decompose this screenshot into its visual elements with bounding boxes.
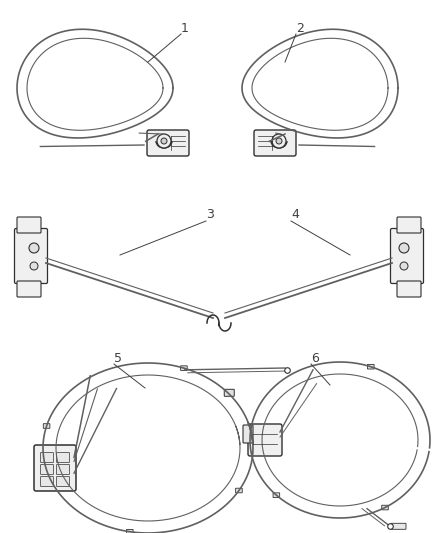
Text: 6: 6 — [311, 351, 319, 365]
Text: 1: 1 — [181, 21, 189, 35]
FancyBboxPatch shape — [397, 281, 421, 297]
FancyBboxPatch shape — [57, 453, 70, 463]
FancyBboxPatch shape — [391, 523, 406, 529]
FancyBboxPatch shape — [273, 493, 279, 497]
Circle shape — [399, 243, 409, 253]
FancyBboxPatch shape — [391, 229, 424, 284]
Circle shape — [29, 243, 39, 253]
FancyBboxPatch shape — [14, 229, 47, 284]
Text: 2: 2 — [296, 21, 304, 35]
FancyBboxPatch shape — [254, 130, 296, 156]
Text: 5: 5 — [114, 351, 122, 365]
FancyBboxPatch shape — [243, 425, 253, 443]
FancyBboxPatch shape — [40, 453, 53, 463]
Circle shape — [272, 134, 286, 148]
FancyBboxPatch shape — [367, 365, 374, 369]
FancyBboxPatch shape — [17, 217, 41, 233]
Circle shape — [400, 262, 408, 270]
FancyBboxPatch shape — [180, 366, 187, 370]
Circle shape — [157, 134, 171, 148]
FancyBboxPatch shape — [17, 281, 41, 297]
Text: 3: 3 — [206, 208, 214, 222]
FancyBboxPatch shape — [397, 217, 421, 233]
FancyBboxPatch shape — [43, 424, 50, 429]
FancyBboxPatch shape — [147, 130, 189, 156]
FancyBboxPatch shape — [40, 477, 53, 487]
Circle shape — [30, 262, 38, 270]
FancyBboxPatch shape — [57, 477, 70, 487]
Circle shape — [161, 138, 167, 144]
Text: 4: 4 — [291, 208, 299, 222]
FancyBboxPatch shape — [248, 424, 282, 456]
FancyBboxPatch shape — [236, 488, 242, 493]
FancyBboxPatch shape — [224, 389, 234, 397]
FancyBboxPatch shape — [34, 445, 76, 491]
FancyBboxPatch shape — [381, 505, 389, 510]
Circle shape — [276, 138, 282, 144]
FancyBboxPatch shape — [40, 464, 53, 474]
FancyBboxPatch shape — [127, 529, 133, 533]
FancyBboxPatch shape — [57, 464, 70, 474]
